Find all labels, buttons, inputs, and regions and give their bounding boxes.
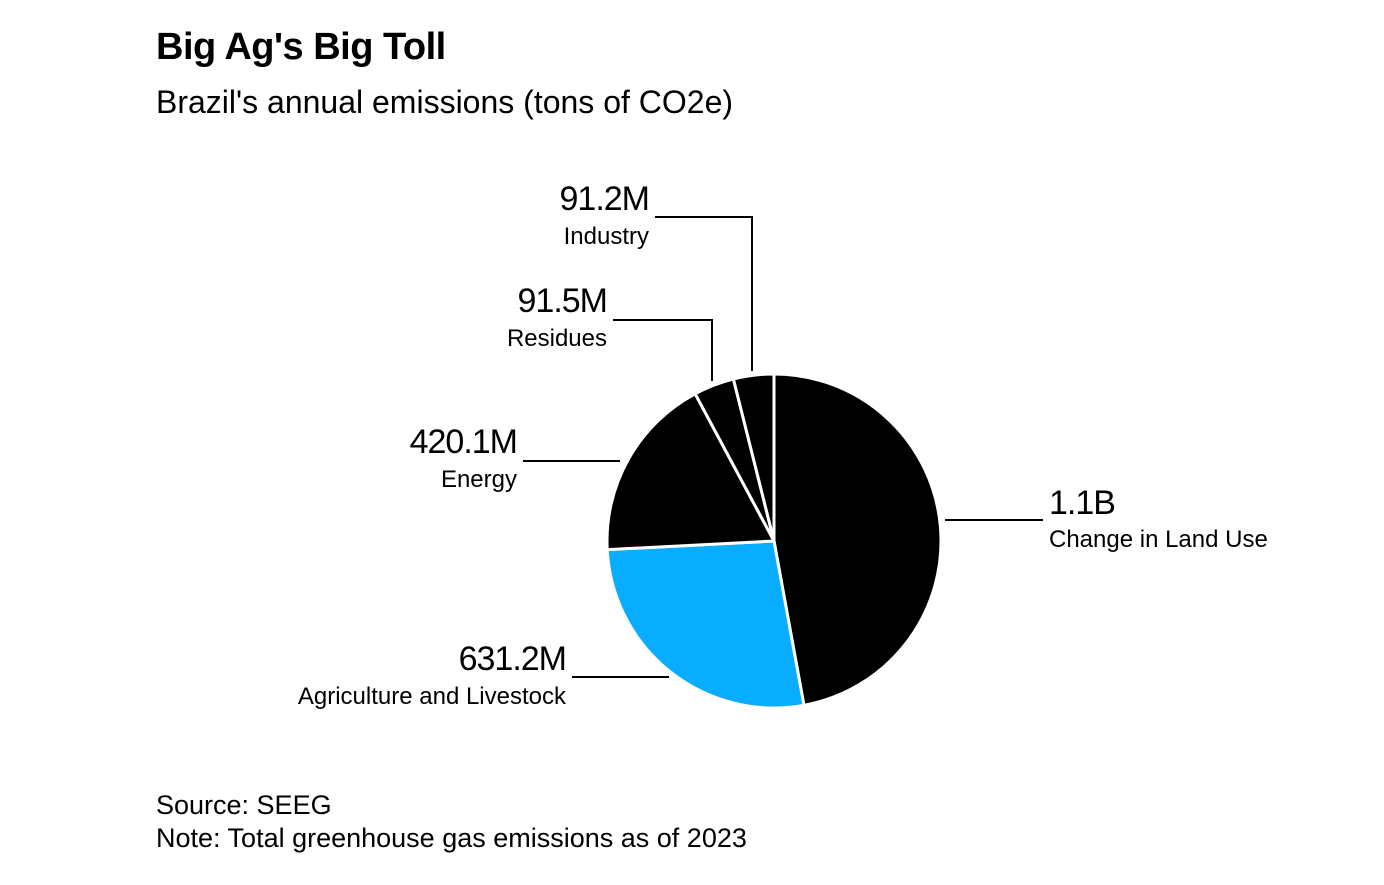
data-label-value-agriculture: 631.2M	[459, 640, 566, 678]
pie-slice-land-use	[772, 372, 943, 707]
data-label-category-land-use: Change in Land Use	[1049, 526, 1268, 553]
leader-line-residues	[613, 319, 713, 381]
data-label-category-industry: Industry	[564, 223, 649, 250]
leader-lines	[523, 216, 1043, 678]
data-label-category-agriculture: Agriculture and Livestock	[298, 683, 567, 710]
footnote: Note: Total greenhouse gas emissions as …	[156, 823, 747, 853]
source-note: Source: SEEG	[156, 790, 332, 820]
pie-slice-industry	[731, 372, 776, 543]
data-label-value-industry: 91.2M	[560, 180, 650, 218]
data-label-category-energy: Energy	[441, 466, 517, 493]
data-label-value-residues: 91.5M	[518, 282, 608, 320]
pie-slice-energy	[605, 392, 776, 552]
chart-title: Big Ag's Big Toll	[156, 26, 446, 68]
leader-line-industry	[655, 216, 753, 371]
chart-subtitle: Brazil's annual emissions (tons of CO2e)	[156, 84, 734, 120]
data-label-category-residues: Residues	[507, 325, 607, 352]
data-label-value-land-use: 1.1B	[1049, 484, 1115, 522]
pie-slices	[605, 372, 943, 710]
data-label-value-energy: 420.1M	[410, 423, 517, 461]
pie-slice-agriculture	[605, 539, 806, 710]
